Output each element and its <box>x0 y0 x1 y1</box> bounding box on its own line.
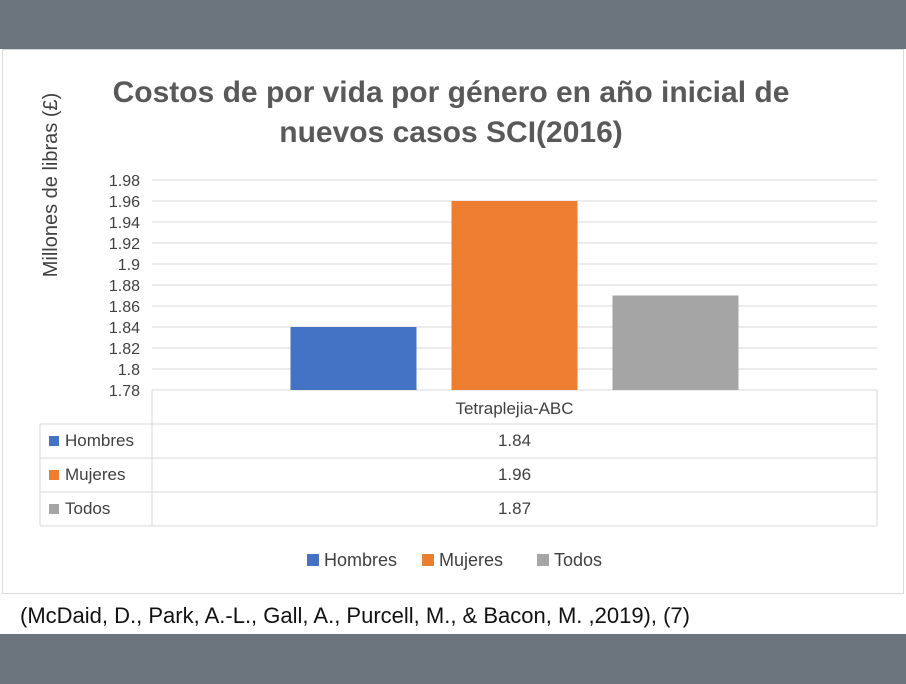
bottom-banner <box>0 634 906 684</box>
bar-mujeres <box>451 201 578 390</box>
y-tick-label: 1.84 <box>109 320 140 337</box>
table-series-name: Mujeres <box>65 465 125 484</box>
legend-swatch <box>422 554 434 566</box>
top-banner <box>0 0 906 49</box>
y-axis-ticks: 1.78 1.8 1.82 1.84 1.86 1.88 1.9 1.92 1.94 1.96 1.… <box>109 173 140 400</box>
table-value: 1.96 <box>498 465 531 484</box>
y-tick-label: 1.94 <box>109 215 140 232</box>
y-tick-label: 1.78 <box>109 383 140 400</box>
y-tick-label: 1.86 <box>109 299 140 316</box>
legend-swatch <box>307 554 319 566</box>
bar-hombres <box>290 327 417 390</box>
y-tick-label: 1.9 <box>118 257 140 274</box>
table-value: 1.87 <box>498 499 531 518</box>
data-table: Tetraplejia-ABC Hombres 1.84 Mujeres 1.96 Tod… <box>39 390 878 527</box>
y-axis-label: Millones de libras (£) <box>40 93 62 278</box>
legend: Hombres Mujeres Todos <box>307 550 602 570</box>
table-series-name: Todos <box>65 499 110 518</box>
table-legend-key <box>49 436 59 446</box>
chart-title-line-1: Costos de por vida por género en año ini… <box>113 76 790 109</box>
bar-todos <box>612 295 739 390</box>
chart-title-line-2: nuevos casos SCI(2016) <box>279 116 623 149</box>
y-tick-label: 1.88 <box>109 278 140 295</box>
table-series-name: Hombres <box>65 431 134 450</box>
bars <box>290 201 739 390</box>
legend-swatch <box>537 554 549 566</box>
legend-label: Todos <box>554 550 602 570</box>
table-value: 1.84 <box>498 431 531 450</box>
x-category-label: Tetraplejia-ABC <box>455 399 573 418</box>
y-tick-label: 1.82 <box>109 341 140 358</box>
y-tick-label: 1.8 <box>118 362 140 379</box>
legend-label: Mujeres <box>439 550 503 570</box>
table-legend-key <box>49 504 59 514</box>
legend-label: Hombres <box>324 550 397 570</box>
y-tick-label: 1.98 <box>109 173 140 190</box>
y-tick-label: 1.96 <box>109 194 140 211</box>
table-legend-key <box>49 470 59 480</box>
y-tick-label: 1.92 <box>109 236 140 253</box>
citation-text: (McDaid, D., Park, A.-L., Gall, A., Purc… <box>20 603 690 628</box>
